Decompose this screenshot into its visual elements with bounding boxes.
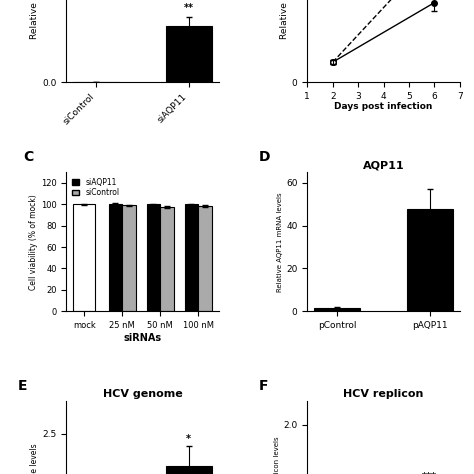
Title: HCV replicon: HCV replicon bbox=[343, 389, 424, 399]
Bar bbox=[314, 308, 360, 311]
Y-axis label: Cell viability (% of mock): Cell viability (% of mock) bbox=[29, 194, 38, 290]
Bar bbox=[73, 204, 95, 311]
Text: E: E bbox=[18, 379, 27, 393]
Text: *: * bbox=[186, 434, 191, 444]
Legend: siAQP11, siControl: siAQP11, siControl bbox=[70, 176, 121, 199]
Bar bbox=[184, 204, 198, 311]
Y-axis label: genome levels: genome levels bbox=[30, 443, 39, 474]
Bar bbox=[407, 209, 453, 311]
Bar bbox=[146, 204, 160, 311]
Y-axis label: omic replicon levels: omic replicon levels bbox=[274, 436, 281, 474]
Text: C: C bbox=[24, 150, 34, 164]
Y-axis label: Relative HC: Relative HC bbox=[280, 0, 289, 39]
Bar bbox=[122, 205, 136, 311]
X-axis label: Days post infection: Days post infection bbox=[334, 102, 433, 111]
Bar bbox=[198, 206, 212, 311]
Text: F: F bbox=[258, 379, 268, 393]
Title: HCV genome: HCV genome bbox=[103, 389, 182, 399]
Bar bbox=[109, 204, 122, 311]
Title: AQP11: AQP11 bbox=[363, 160, 404, 170]
Bar bbox=[166, 27, 212, 82]
Text: D: D bbox=[258, 150, 270, 164]
Y-axis label: Relative AQ: Relative AQ bbox=[30, 0, 39, 39]
Text: ***: *** bbox=[422, 472, 437, 474]
Y-axis label: Relative AQP11 mRNA levels: Relative AQP11 mRNA levels bbox=[277, 192, 283, 292]
Bar bbox=[166, 465, 212, 474]
Bar bbox=[160, 207, 174, 311]
X-axis label: siRNAs: siRNAs bbox=[124, 333, 162, 343]
Text: **: ** bbox=[184, 2, 194, 13]
